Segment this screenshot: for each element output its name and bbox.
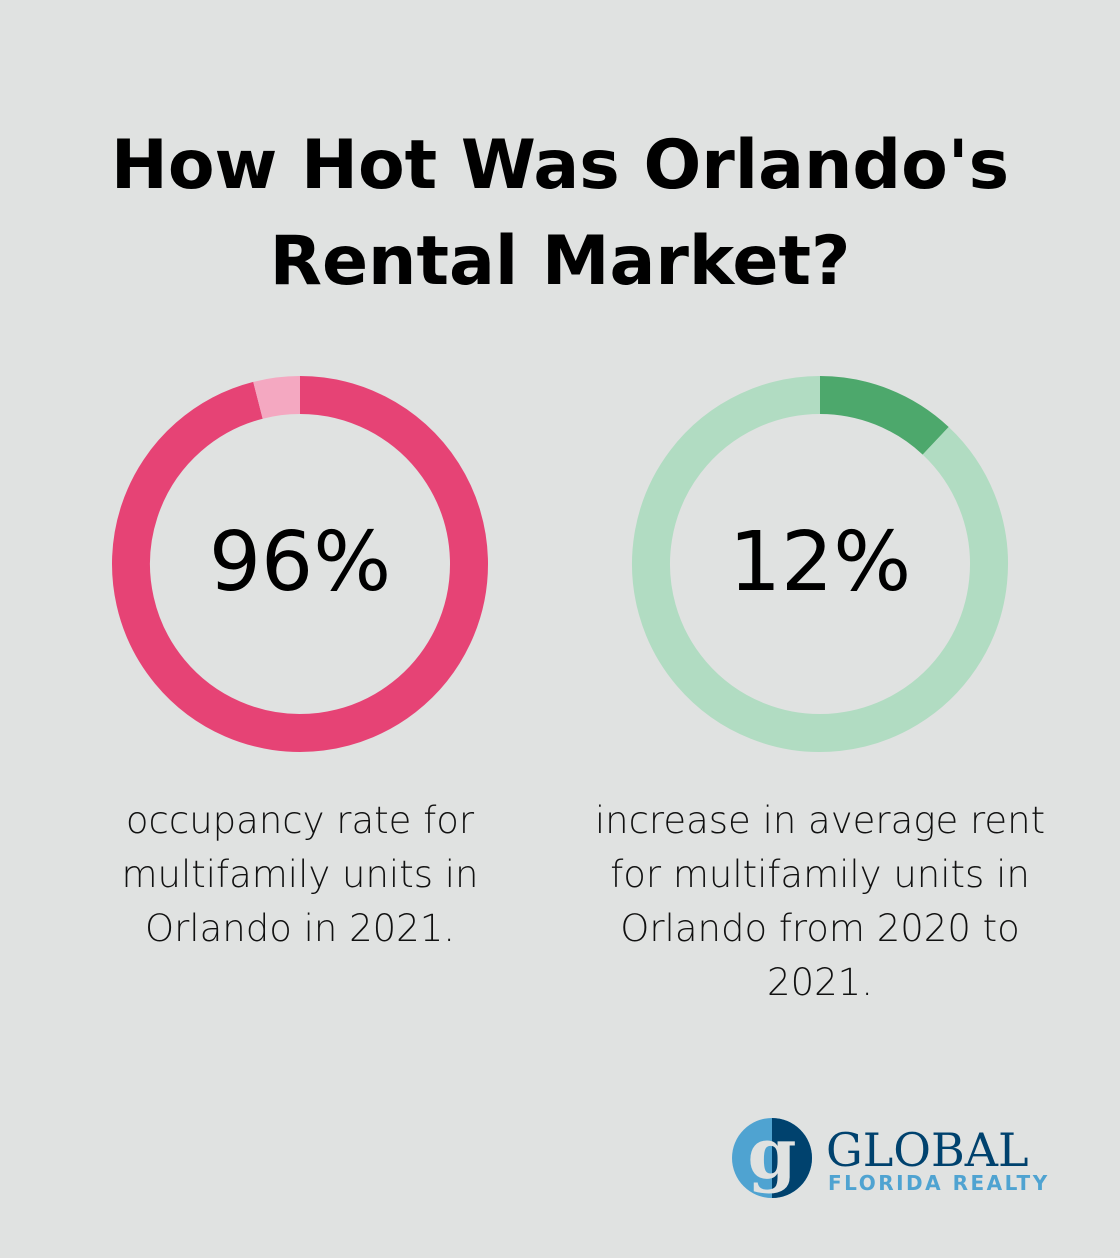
logo-line1: GLOBAL [826,1123,1029,1177]
donut-rent-increase [632,376,1008,752]
donut-segment [112,376,488,752]
logo-line2: FLORIDA REALTY [828,1171,1050,1195]
svg-text:g: g [748,1116,797,1195]
donut-occupancy [112,376,488,752]
donut-segment [819,376,949,455]
donut-segment [253,376,301,419]
page-title: How Hot Was Orlando's Rental Market? [110,126,1010,301]
caption-rent: increase in average rent for multifamily… [594,799,1046,1004]
value-label-occupancy: 96% [209,515,391,610]
global-florida-realty-logo: g GLOBAL FLORIDA REALTY [730,1112,1070,1200]
donut-segment [632,376,1008,752]
caption-occupancy: occupancy rate for multifamily units in … [121,799,479,950]
donut-charts: 96% 12% [112,376,1008,752]
value-label-rent: 12% [729,515,911,610]
